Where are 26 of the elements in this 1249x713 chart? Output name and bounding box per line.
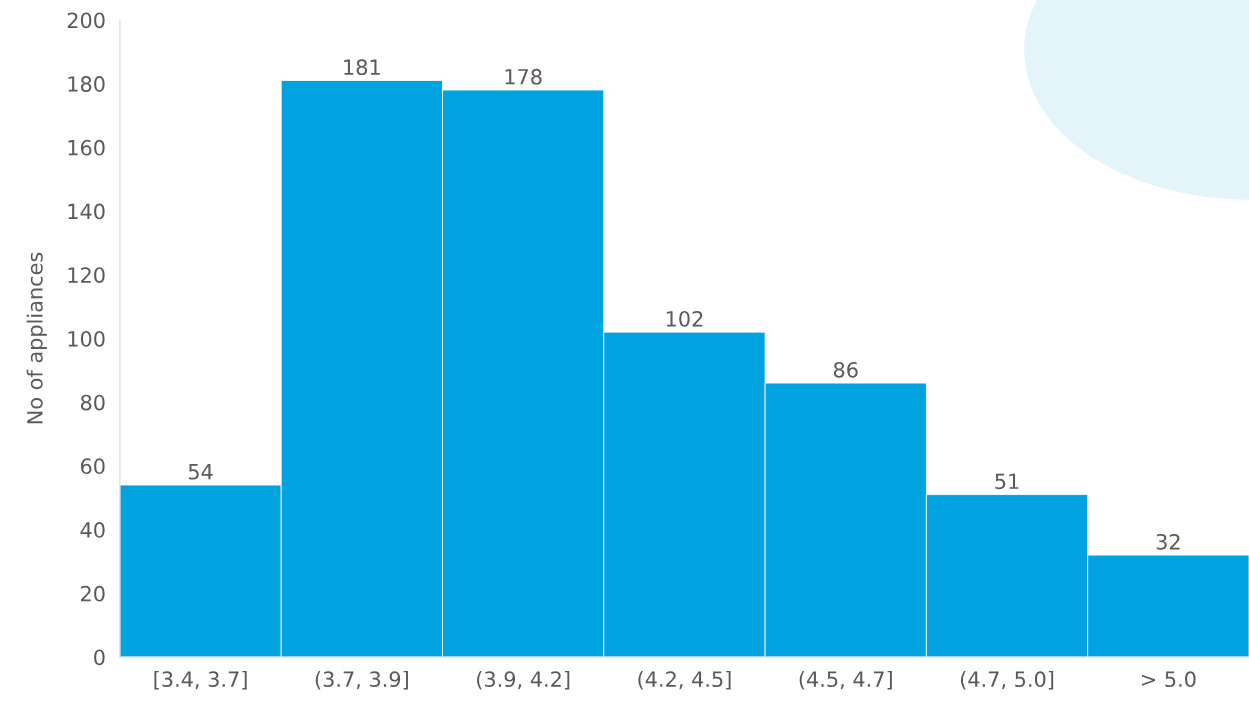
y-tick-label: 180 [68,76,105,92]
data-label: 32 [1156,533,1180,550]
x-tick-label: (3.9, 4.2] [477,670,570,690]
data-label: 86 [833,361,858,378]
x-tick-label: (3.7, 3.9] [315,670,408,690]
data-label: 51 [995,473,1019,490]
x-tick-label: (4.2, 4.5] [638,670,731,690]
data-label: 54 [188,464,213,480]
y-tick-label: 200 [67,12,105,29]
data-label: 178 [505,68,542,85]
data-label: 181 [344,59,380,76]
y-tick-label: 80 [80,394,105,411]
x-tick-label: (4.7, 5.0] [960,670,1054,690]
x-tick-label: > 5.0 [1141,671,1196,688]
x-tick-label: (4.5, 4.7] [799,670,892,690]
y-tick-label: 100 [68,330,105,347]
y-tick-label: 160 [68,139,105,156]
y-tick-label: 60 [80,458,105,475]
y-tick-label: 40 [80,522,105,538]
y-tick-label: 20 [81,585,105,602]
y-tick-label: 0 [94,649,105,666]
y-axis-title: No of appliances [26,252,47,424]
y-tick-label: 140 [68,203,105,220]
x-tick-label: [3.4, 3.7] [154,670,247,690]
y-tick-label: 120 [68,267,105,283]
data-label: 102 [666,310,703,327]
